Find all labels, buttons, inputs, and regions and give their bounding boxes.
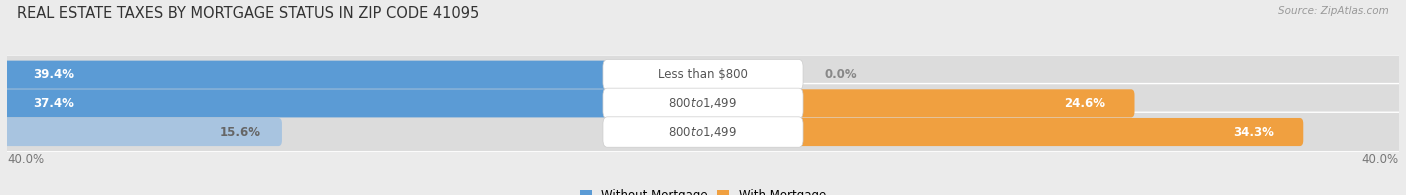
Text: 39.4%: 39.4% <box>34 68 75 81</box>
FancyBboxPatch shape <box>4 118 283 146</box>
FancyBboxPatch shape <box>0 112 1406 152</box>
Text: Less than $800: Less than $800 <box>658 68 748 81</box>
Text: $800 to $1,499: $800 to $1,499 <box>668 125 738 139</box>
FancyBboxPatch shape <box>4 89 661 117</box>
Text: 40.0%: 40.0% <box>1362 153 1399 166</box>
FancyBboxPatch shape <box>4 61 696 89</box>
FancyBboxPatch shape <box>603 117 803 147</box>
FancyBboxPatch shape <box>0 84 1406 123</box>
Text: 40.0%: 40.0% <box>7 153 44 166</box>
Text: 37.4%: 37.4% <box>34 97 75 110</box>
Text: REAL ESTATE TAXES BY MORTGAGE STATUS IN ZIP CODE 41095: REAL ESTATE TAXES BY MORTGAGE STATUS IN … <box>17 6 479 21</box>
Text: 24.6%: 24.6% <box>1064 97 1105 110</box>
FancyBboxPatch shape <box>0 55 1406 94</box>
Text: Source: ZipAtlas.com: Source: ZipAtlas.com <box>1278 6 1389 16</box>
Text: 15.6%: 15.6% <box>221 126 262 138</box>
FancyBboxPatch shape <box>603 88 803 119</box>
Text: $800 to $1,499: $800 to $1,499 <box>668 96 738 110</box>
Text: 0.0%: 0.0% <box>825 68 858 81</box>
Text: 34.3%: 34.3% <box>1233 126 1274 138</box>
FancyBboxPatch shape <box>603 59 803 90</box>
Legend: Without Mortgage, With Mortgage: Without Mortgage, With Mortgage <box>575 184 831 195</box>
FancyBboxPatch shape <box>700 118 1303 146</box>
FancyBboxPatch shape <box>700 89 1135 117</box>
